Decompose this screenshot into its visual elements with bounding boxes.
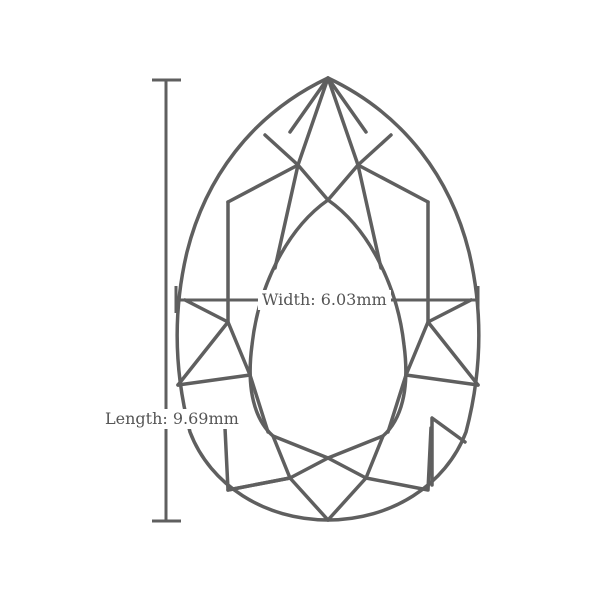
facet-line — [326, 476, 368, 522]
facet-line — [226, 476, 292, 492]
facet-right-low — [386, 373, 480, 434]
facet-line — [288, 476, 330, 522]
facet-right-mid — [426, 200, 480, 387]
facet-left-low — [176, 373, 270, 434]
length-label: Length: 9.69mm — [101, 409, 243, 429]
facet-left-mid — [176, 200, 230, 387]
gem-table — [248, 198, 408, 460]
facet-right-band — [430, 416, 467, 487]
facet-line — [326, 76, 368, 134]
facet-line — [288, 76, 330, 134]
facet-right-wing — [404, 298, 473, 377]
facet-line — [273, 163, 300, 270]
length-dimension — [152, 78, 181, 523]
width-label: Width: 6.03mm — [258, 290, 391, 310]
facet-left-wing — [183, 298, 252, 377]
facet-right-base — [364, 426, 433, 492]
pear-gem-outline — [175, 76, 481, 522]
facet-top-left — [296, 76, 360, 202]
facet-line — [356, 163, 383, 270]
facet-bottom-left — [271, 434, 385, 480]
